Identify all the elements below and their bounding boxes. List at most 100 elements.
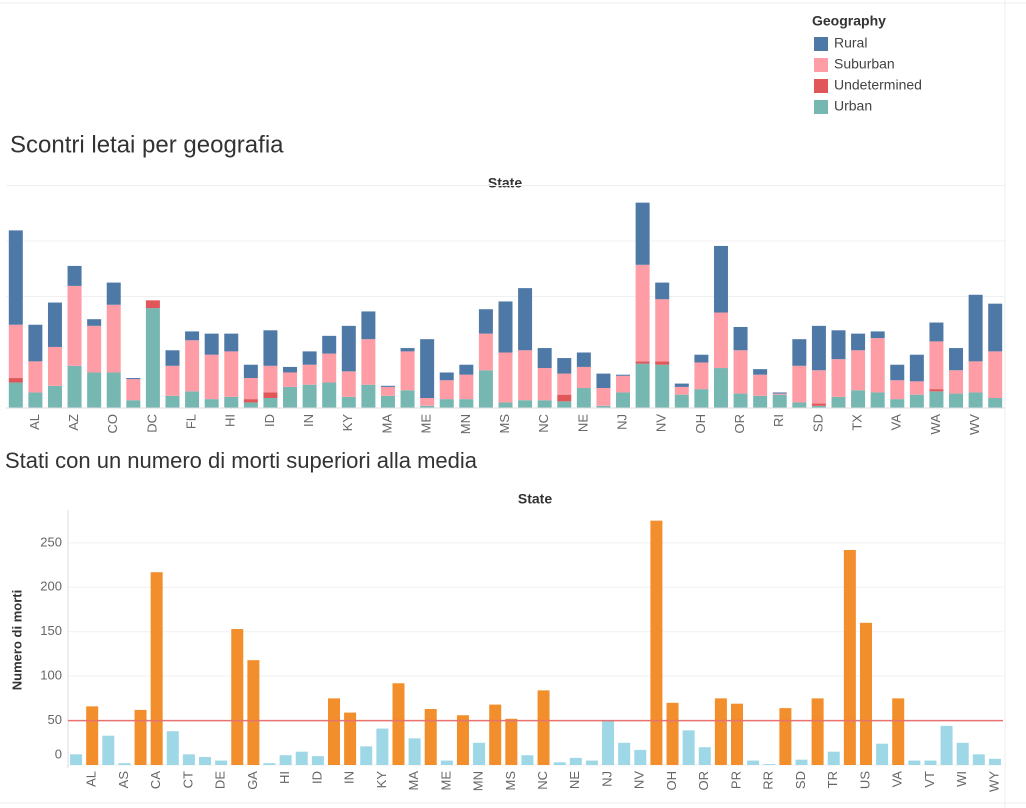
- bar-segment: [518, 400, 533, 408]
- bar-segment: [263, 392, 278, 399]
- x-tick-label: OH: [664, 771, 679, 791]
- bar-segment: [576, 388, 591, 408]
- bar-segment: [439, 399, 454, 408]
- bar: [553, 762, 566, 765]
- bar: [779, 708, 792, 765]
- bar-segment: [870, 392, 885, 408]
- bar-segment: [322, 353, 337, 383]
- bar-segment: [8, 324, 23, 379]
- bar-segment: [851, 350, 866, 391]
- bar-segment: [126, 378, 141, 380]
- bar-segment: [674, 386, 689, 395]
- x-tick-label: SD: [793, 771, 808, 789]
- bar-segment: [478, 309, 493, 334]
- y-tick-label: 250: [40, 534, 62, 549]
- x-tick-label: OH: [693, 414, 708, 434]
- y-tick-label: 200: [40, 579, 62, 594]
- bar-segment: [400, 348, 415, 352]
- bar-segment: [596, 405, 611, 408]
- x-tick-label: AS: [116, 771, 131, 789]
- legend-label: Suburban: [834, 56, 895, 72]
- bar-segment: [87, 372, 102, 408]
- bar: [199, 757, 212, 765]
- x-tick-label: NC: [536, 414, 551, 433]
- x-tick-label: DC: [144, 414, 159, 433]
- bar-segment: [243, 402, 258, 408]
- bar-segment: [909, 394, 924, 408]
- x-tick-label: RI: [771, 414, 786, 427]
- bar-segment: [811, 405, 826, 408]
- bar: [908, 760, 921, 765]
- bar-segment: [67, 285, 82, 366]
- x-tick-label: MA: [406, 771, 421, 791]
- bar-segment: [47, 385, 62, 408]
- bar: [247, 660, 260, 765]
- bar: [763, 764, 776, 765]
- bar-segment: [635, 264, 650, 362]
- bar: [827, 751, 840, 765]
- legend-swatch: [814, 100, 828, 114]
- x-tick-label: KY: [340, 414, 355, 432]
- bar-segment: [713, 312, 728, 369]
- bar-segment: [576, 366, 591, 389]
- x-tick-label: NJ: [614, 414, 629, 430]
- bar-segment: [988, 303, 1003, 352]
- bar-segment: [126, 400, 141, 408]
- x-tick-label: US: [857, 771, 872, 789]
- bar: [988, 758, 1001, 765]
- bar-segment: [870, 338, 885, 393]
- bar: [666, 702, 679, 765]
- bar-segment: [459, 364, 474, 375]
- bar-segment: [87, 319, 102, 326]
- bar-segment: [851, 333, 866, 351]
- x-tick-label: SD: [810, 414, 825, 432]
- bar-segment: [361, 384, 376, 408]
- bar: [392, 683, 405, 765]
- bar-segment: [557, 394, 572, 402]
- legend-swatch: [814, 58, 828, 72]
- bar-segment: [439, 372, 454, 381]
- bar-segment: [929, 389, 944, 392]
- bar-segment: [811, 403, 826, 406]
- bar-segment: [949, 370, 964, 394]
- bar-segment: [890, 380, 905, 400]
- bar: [489, 704, 502, 765]
- bar-segment: [988, 398, 1003, 408]
- bar-segment: [204, 354, 219, 400]
- bar-segment: [831, 330, 846, 360]
- bar-segment: [498, 301, 513, 353]
- bar-segment: [890, 364, 905, 381]
- bar-segment: [616, 392, 631, 408]
- bar-segment: [811, 325, 826, 371]
- bar-segment: [811, 370, 826, 404]
- x-tick-label: WA: [928, 414, 943, 435]
- bar-segment: [126, 379, 141, 401]
- x-tick-label: VT: [922, 771, 937, 788]
- bar-segment: [968, 392, 983, 408]
- bar-segment: [28, 392, 43, 408]
- bar: [295, 751, 308, 765]
- bar-segment: [67, 365, 82, 408]
- bar-segment: [713, 368, 728, 408]
- bar-segment: [439, 380, 454, 400]
- y-axis-title: Numero di morti: [9, 590, 24, 690]
- bar-segment: [341, 371, 356, 397]
- bar-segment: [47, 346, 62, 386]
- bar-segment: [694, 354, 709, 363]
- bar: [859, 622, 872, 765]
- bar-segment: [518, 350, 533, 401]
- y-tick-label: 0: [55, 746, 62, 761]
- bar-segment: [400, 351, 415, 391]
- bar-segment: [8, 230, 23, 325]
- bar: [698, 747, 711, 765]
- bar-segment: [302, 364, 317, 385]
- x-tick-label: AL: [27, 414, 42, 430]
- bar-segment: [87, 325, 102, 373]
- chart-title: Stati con un numero di morti superiori a…: [5, 448, 478, 473]
- legend-title: Geography: [812, 13, 886, 29]
- legend-label: Rural: [834, 35, 867, 51]
- bar-segment: [576, 352, 591, 367]
- bar: [714, 698, 727, 765]
- x-tick-label: MN: [458, 414, 473, 434]
- bar-segment: [420, 339, 435, 399]
